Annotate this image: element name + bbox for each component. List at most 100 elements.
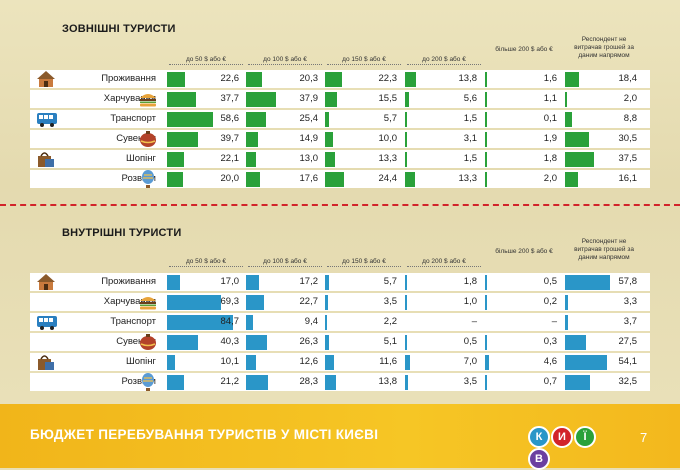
value-bar: [325, 295, 328, 310]
value-bar: [485, 172, 487, 187]
value-bar: [405, 172, 415, 187]
value-bar: [246, 315, 253, 330]
value-label: 9,4: [304, 316, 318, 327]
value-cell: 25,4: [246, 111, 324, 127]
value-bar: [485, 72, 487, 87]
value-label: 3,3: [623, 296, 637, 307]
value-bar: [325, 172, 344, 187]
value-label: 5,7: [383, 113, 397, 124]
value-cell: 11,6: [325, 354, 403, 370]
value-cell: 13,0: [246, 151, 324, 167]
value-cell: 10,0: [325, 131, 403, 147]
value-label: 13,3: [378, 153, 398, 164]
value-cell: 3,1: [405, 131, 483, 147]
value-cell: 20,3: [246, 71, 324, 87]
value-cell: 0,5: [485, 274, 563, 290]
value-bar: [405, 152, 407, 167]
value-bar: [325, 335, 329, 350]
value-bar: [325, 92, 337, 107]
value-cell: 58,6: [167, 111, 245, 127]
value-cell: 32,5: [565, 374, 643, 390]
domestic-tourists-title: ВНУТРІШНІ ТУРИСТИ: [62, 227, 182, 239]
value-label: 14,9: [299, 133, 319, 144]
value-bar: [485, 355, 489, 370]
value-label: 17,2: [299, 276, 319, 287]
value-label: 3,1: [463, 133, 477, 144]
value-cell: 13,8: [405, 71, 483, 87]
value-label: 20,3: [299, 73, 319, 84]
value-label: 2,0: [623, 93, 637, 104]
value-label: 18,4: [618, 73, 638, 84]
value-cell: 9,4: [246, 314, 324, 330]
column-header: до 150 $ або €: [327, 258, 401, 267]
value-bar: [565, 132, 589, 147]
value-label: 5,1: [383, 336, 397, 347]
house-icon: [36, 70, 56, 88]
value-bar: [325, 152, 335, 167]
value-bar: [565, 375, 590, 390]
value-bar: [565, 295, 568, 310]
value-bar: [485, 295, 487, 310]
value-cell: 1,5: [405, 111, 483, 127]
logo-letter: В: [528, 448, 550, 470]
column-header: Респондент не витрачав грошей за даним н…: [574, 36, 634, 59]
value-bar: [485, 335, 487, 350]
value-label: 8,8: [623, 113, 637, 124]
value-cell: 27,5: [565, 334, 643, 350]
value-label: 1,0: [463, 296, 477, 307]
value-label: 16,1: [618, 173, 638, 184]
value-label: 0,3: [543, 336, 557, 347]
burger-icon: [138, 90, 158, 108]
value-bar: [485, 152, 487, 167]
value-cell: 5,7: [325, 111, 403, 127]
column-header: до 200 $ або €: [407, 258, 481, 267]
value-label: 22,1: [220, 153, 240, 164]
value-bar: [485, 132, 487, 147]
page-number: 7: [640, 430, 648, 445]
value-label: 20,0: [220, 173, 240, 184]
value-bar: [246, 172, 260, 187]
value-label: 24,4: [378, 173, 398, 184]
value-cell: 21,2: [167, 374, 245, 390]
value-cell: 22,6: [167, 71, 245, 87]
row-label: Проживання: [101, 276, 156, 287]
value-cell: 13,3: [405, 171, 483, 187]
value-cell: –: [485, 314, 563, 330]
value-cell: 13,8: [325, 374, 403, 390]
value-bar: [485, 375, 487, 390]
value-label: 28,3: [299, 376, 319, 387]
value-bar: [325, 275, 329, 290]
value-bar: [167, 335, 198, 350]
column-header: до 50 $ або €: [169, 258, 243, 267]
value-bar: [325, 72, 342, 87]
column-header: до 150 $ або €: [327, 56, 401, 65]
value-label: 0,2: [543, 296, 557, 307]
column-header: Респондент не витрачав грошей за даним н…: [574, 238, 634, 261]
value-bar: [246, 92, 276, 107]
value-bar: [325, 132, 333, 147]
value-label: 0,7: [543, 376, 557, 387]
value-cell: 10,1: [167, 354, 245, 370]
row-label: Сувеніри: [116, 133, 156, 144]
value-cell: 0,7: [485, 374, 563, 390]
row-label: Розваги: [121, 376, 156, 387]
value-cell: 0,5: [405, 334, 483, 350]
value-cell: 39,7: [167, 131, 245, 147]
value-cell: 5,1: [325, 334, 403, 350]
kyiv-logo: К И Ї В: [528, 426, 608, 470]
value-cell: 1,8: [485, 151, 563, 167]
value-bar: [405, 275, 407, 290]
value-cell: –: [405, 314, 483, 330]
value-label: 1,6: [543, 73, 557, 84]
value-cell: 24,4: [325, 171, 403, 187]
footer-title: БЮДЖЕТ ПЕРЕБУВАННЯ ТУРИСТІВ У МІСТІ КИЄВ…: [30, 427, 379, 442]
column-header: більше 200 $ або €: [495, 248, 553, 255]
value-label: 40,3: [220, 336, 240, 347]
value-bar: [246, 295, 264, 310]
table-row: [30, 150, 650, 168]
value-bar: [565, 355, 607, 370]
row-label: Харчування: [103, 93, 156, 104]
row-label: Харчування: [103, 296, 156, 307]
value-cell: 18,4: [565, 71, 643, 87]
value-label: 17,6: [299, 173, 319, 184]
